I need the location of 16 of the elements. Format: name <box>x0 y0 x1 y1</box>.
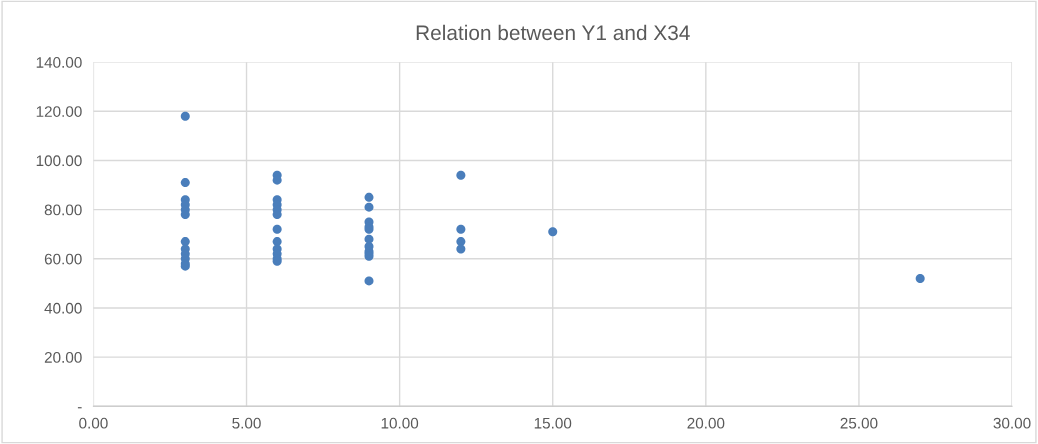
x-tick-label: 0.00 <box>79 417 108 429</box>
y-tick-label: 20.00 <box>44 351 82 363</box>
x-tick-label: 25.00 <box>840 417 878 429</box>
x-tick-label: 5.00 <box>232 417 261 429</box>
x-tick-label: 10.00 <box>381 417 419 429</box>
y-tick-label: 80.00 <box>44 204 82 216</box>
x-tick-label: 15.00 <box>534 417 572 429</box>
x-tick-label: 30.00 <box>993 417 1031 429</box>
y-tick-label: 120.00 <box>36 106 82 117</box>
y-tick-label: 40.00 <box>44 302 82 314</box>
chart-title: Relation between Y1 and X34 <box>416 24 690 41</box>
y-tick-label: 60.00 <box>44 253 82 265</box>
y-tick-label: 140.00 <box>36 57 82 68</box>
y-tick-label: 100.00 <box>36 155 82 167</box>
x-tick-label: 20.00 <box>687 417 725 429</box>
y-tick-label: - <box>77 407 82 409</box>
